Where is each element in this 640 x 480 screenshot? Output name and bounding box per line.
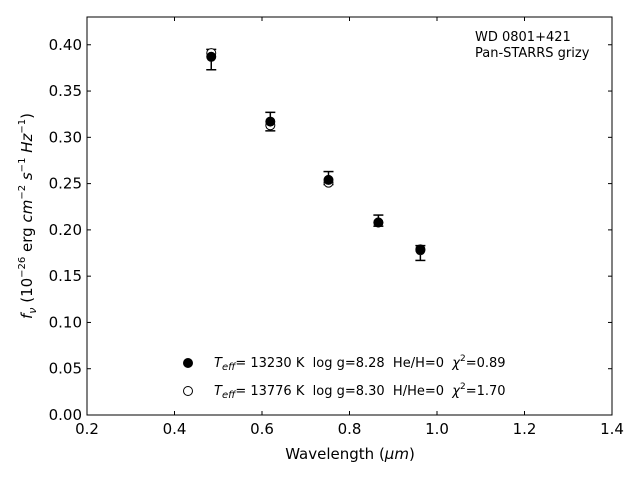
legend: Teff= 13230 K log g=8.28 He/H=0 χ2=0.89 … xyxy=(183,354,506,401)
x-tick-label: 0.6 xyxy=(250,420,274,438)
y-tick-label: 0.40 xyxy=(49,36,82,54)
x-tick-label: 1.2 xyxy=(513,420,537,438)
legend-marker-open xyxy=(183,386,193,396)
y-tick-label: 0.20 xyxy=(49,221,82,239)
y-tick-label: 0.35 xyxy=(49,82,82,100)
legend-label-1: Teff= 13230 K log g=8.28 He/H=0 χ2=0.89 xyxy=(214,354,506,373)
model-point-filled xyxy=(265,116,276,127)
y-tick-label: 0.05 xyxy=(49,360,82,378)
model-point-filled xyxy=(206,51,217,62)
x-axis-title: Wavelength (μm) xyxy=(285,445,415,463)
legend-marker-filled xyxy=(183,358,193,368)
y-tick-label: 0.10 xyxy=(49,313,82,331)
y-tick-label: 0.30 xyxy=(49,128,82,146)
model-point-filled xyxy=(323,174,334,185)
annotation-line-1: WD 0801+421 xyxy=(475,30,571,45)
y-tick-label: 0.15 xyxy=(49,267,82,285)
plot-frame xyxy=(86,16,613,416)
marks-layer xyxy=(206,48,426,262)
x-tick-label: 1.4 xyxy=(600,420,624,438)
annotation-line-2: Pan-STARRS grizy xyxy=(475,46,590,61)
x-tick-label: 1.0 xyxy=(425,420,449,438)
y-tick-label: 0.25 xyxy=(49,175,82,193)
x-tick-label: 0.4 xyxy=(163,420,187,438)
model-point-filled xyxy=(415,244,426,255)
y-axis-title: fν (10−26 erg cm−2 s−1 Hz−1) xyxy=(17,113,39,319)
model-point-filled xyxy=(373,217,384,228)
x-tick-label: 0.8 xyxy=(338,420,362,438)
y-tick-label: 0.00 xyxy=(49,406,82,424)
x-tick-label: 0.2 xyxy=(75,420,99,438)
legend-label-2: Teff= 13776 K log g=8.30 H/He=0 χ2=1.70 xyxy=(214,382,506,401)
ticks-layer: 0.2 0.4 0.6 0.8 1.0 1.2 1.4 0.00 0.05 0.10 0.15 0.2… xyxy=(49,17,624,438)
